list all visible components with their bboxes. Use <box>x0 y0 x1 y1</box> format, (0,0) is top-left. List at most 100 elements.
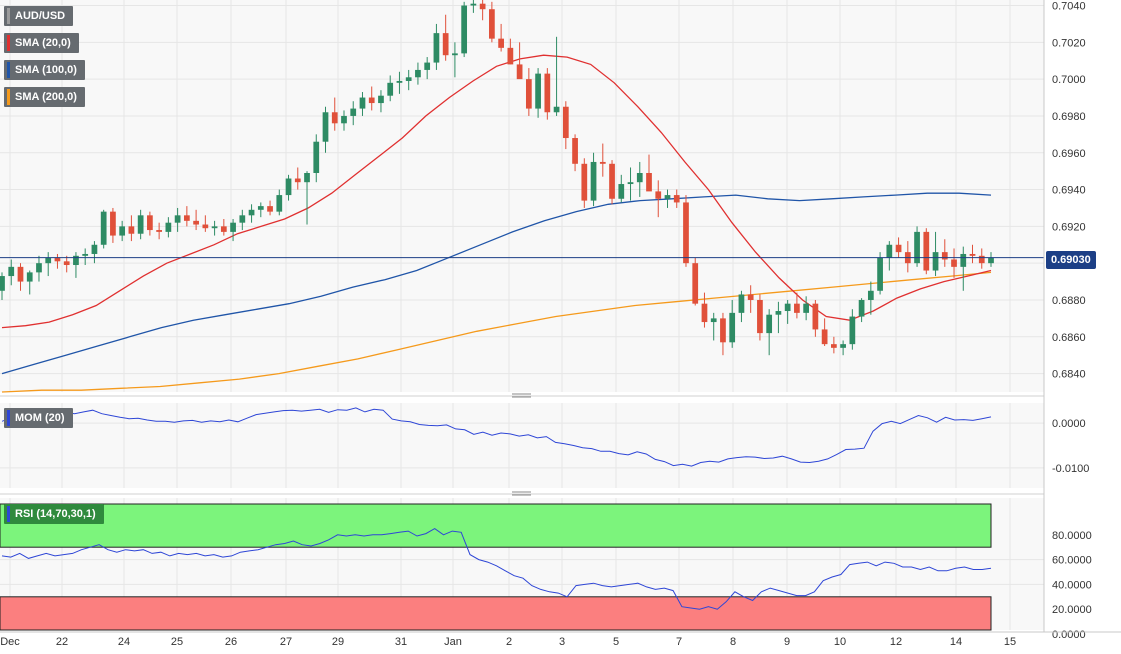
candle-body <box>849 316 856 345</box>
candle-body <box>858 299 865 317</box>
candle-body <box>91 244 98 254</box>
candle-body <box>794 303 800 313</box>
x-tick-label: 15 <box>1004 636 1016 648</box>
candle-body <box>137 215 144 234</box>
x-tick-label: Jan <box>444 636 462 648</box>
candle-body <box>442 33 449 56</box>
rsi-overbought-zone <box>0 503 992 548</box>
candle-body <box>738 294 745 313</box>
candle-body <box>239 215 246 223</box>
candle-body <box>729 312 736 343</box>
x-tick-label: 10 <box>834 636 846 648</box>
candle-body <box>747 294 754 300</box>
candle-body <box>775 311 782 315</box>
legend-sma200[interactable]: SMA (200,0) <box>4 87 85 107</box>
current-price-tag: 0.69030 <box>1046 251 1096 269</box>
rsi-line <box>1 528 992 610</box>
y-tick-label: 0.0000 <box>1052 629 1086 641</box>
sma20-line <box>1 54 992 329</box>
candle-body <box>165 222 172 232</box>
y-tick-label: 0.7020 <box>1052 37 1086 49</box>
rsi-oversold-zone <box>0 596 992 631</box>
candle-body <box>276 195 283 212</box>
y-tick-label: 40.0000 <box>1052 579 1092 591</box>
mom-pane-bg <box>0 403 1044 488</box>
x-tick-label: 25 <box>171 636 183 648</box>
x-tick-label: 24 <box>118 636 130 648</box>
candle-body <box>452 53 458 56</box>
candle-body <box>230 222 236 232</box>
candle-body <box>405 77 412 81</box>
candle-body <box>257 206 264 210</box>
x-tick-label: 7 <box>676 636 682 648</box>
candle-body <box>82 253 89 256</box>
candle-body <box>978 255 985 264</box>
candle-body <box>396 80 403 83</box>
candle-body <box>590 161 597 201</box>
candle-body <box>73 255 79 266</box>
candle-body <box>174 215 181 223</box>
candle-body <box>368 97 375 104</box>
candle-body <box>627 182 634 185</box>
legend-rsi[interactable]: RSI (14,70,30,1) <box>4 504 104 524</box>
candle-body <box>692 263 699 304</box>
x-tick-label: 3 <box>559 636 565 648</box>
candle-body <box>26 272 33 282</box>
mom-line <box>1 407 992 467</box>
y-tick-label: 0.7040 <box>1052 1 1086 13</box>
candle-body <box>877 257 883 291</box>
x-tick-label: 29 <box>332 636 344 648</box>
candle-body <box>313 141 320 173</box>
legend-audusd[interactable]: AUD/USD <box>4 6 74 26</box>
candle-body <box>664 195 671 199</box>
x-tick-label: 2 <box>506 636 512 648</box>
candle-body <box>507 47 514 65</box>
y-tick-label: -0.0100 <box>1052 463 1089 475</box>
candle-body <box>415 69 421 78</box>
candle-body <box>932 252 939 271</box>
candle-body <box>285 178 292 196</box>
candle-body <box>701 303 708 323</box>
x-tick-label: 9 <box>784 636 790 648</box>
legend-audusd-text: AUD/USD <box>15 10 66 22</box>
candle-body <box>655 191 662 199</box>
candle-body <box>110 211 116 236</box>
candle-body <box>831 344 837 348</box>
candle-body <box>100 211 107 245</box>
x-tick-label: 14 <box>950 636 962 648</box>
candle-body <box>516 64 523 80</box>
candle-body <box>331 112 338 124</box>
candle-body <box>17 266 24 282</box>
x-tick-label: 31 <box>395 636 407 648</box>
candle-body <box>803 303 810 313</box>
y-tick-label: 0.6880 <box>1052 295 1086 307</box>
legend-sma20[interactable]: SMA (20,0) <box>4 33 79 53</box>
candle-body <box>304 172 310 183</box>
candle-body <box>673 195 680 203</box>
candle-body <box>183 215 190 221</box>
legend-sma100[interactable]: SMA (100,0) <box>4 60 85 80</box>
candle-body <box>562 106 569 139</box>
candle-body <box>193 220 199 225</box>
candle-body <box>636 172 643 183</box>
candle-body <box>424 62 431 70</box>
candle-body <box>119 226 126 236</box>
x-tick-label: 12 <box>890 636 902 648</box>
candle-body <box>470 3 477 6</box>
y-tick-label: 0.0000 <box>1052 418 1086 430</box>
candle-body <box>572 138 578 164</box>
candle-body <box>581 163 588 201</box>
candle-body <box>544 73 551 113</box>
candle-body <box>433 33 440 63</box>
candle-body <box>322 112 329 142</box>
candle-body <box>757 299 763 334</box>
legend-mom[interactable]: MOM (20) <box>4 408 73 428</box>
candle-body <box>461 5 468 54</box>
legend-rsi-text: RSI (14,70,30,1) <box>15 508 96 520</box>
y-tick-label: 0.6940 <box>1052 185 1086 197</box>
candle-body <box>840 344 846 348</box>
candle-body <box>923 231 930 271</box>
candle-body <box>359 97 366 109</box>
y-tick-label: 0.6960 <box>1052 148 1086 160</box>
